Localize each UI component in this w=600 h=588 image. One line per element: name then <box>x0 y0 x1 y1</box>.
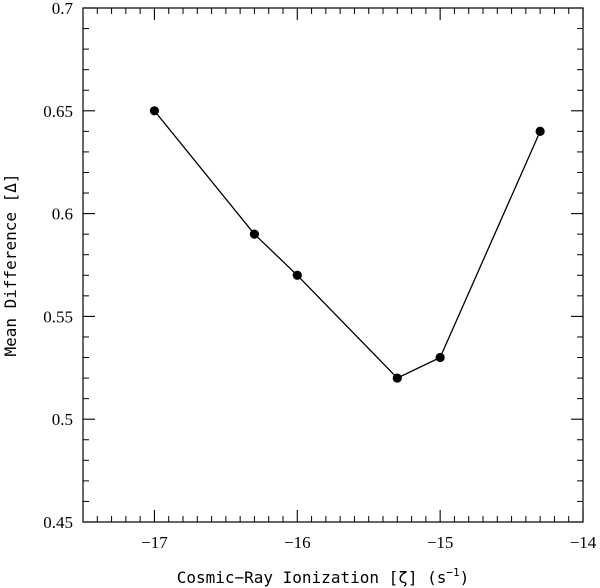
x-tick-label: −15 <box>427 533 454 552</box>
data-point <box>392 373 402 383</box>
x-axis-label: Cosmic−Ray Ionization [ζ] (s−1) <box>177 566 470 587</box>
x-axis-label-exponent: −1 <box>446 566 459 579</box>
x-tick-labels: −17 −16 −15 −14 <box>141 533 597 552</box>
y-tick-labels: 0.45 0.5 0.55 0.6 0.65 0.7 <box>43 0 73 532</box>
series-line <box>153 110 541 379</box>
data-point <box>435 352 445 363</box>
x-axis-label-close: ) <box>460 568 470 587</box>
data-point <box>249 229 260 239</box>
plot-frame <box>82 7 584 523</box>
x-tick-label: −17 <box>141 533 168 552</box>
data-point <box>149 106 160 116</box>
y-tick-label: 0.7 <box>52 0 74 18</box>
series-points <box>149 106 545 383</box>
y-tick-label: 0.5 <box>52 410 73 429</box>
data-point <box>535 126 545 136</box>
y-tick-label: 0.65 <box>43 102 73 121</box>
x-axis-label-main: Cosmic−Ray Ionization [ζ] (s <box>177 568 447 587</box>
y-tick-label: 0.45 <box>43 513 73 532</box>
x-tick-label: −16 <box>284 533 311 552</box>
data-point <box>292 270 302 280</box>
major-ticks <box>83 7 584 523</box>
y-axis-label: Mean Difference [Δ] <box>1 173 20 356</box>
x-tick-label: −14 <box>570 533 597 552</box>
series-lines <box>153 110 541 379</box>
minor-ticks <box>82 8 583 522</box>
y-tick-label: 0.55 <box>43 307 73 326</box>
y-tick-label: 0.6 <box>52 205 73 224</box>
